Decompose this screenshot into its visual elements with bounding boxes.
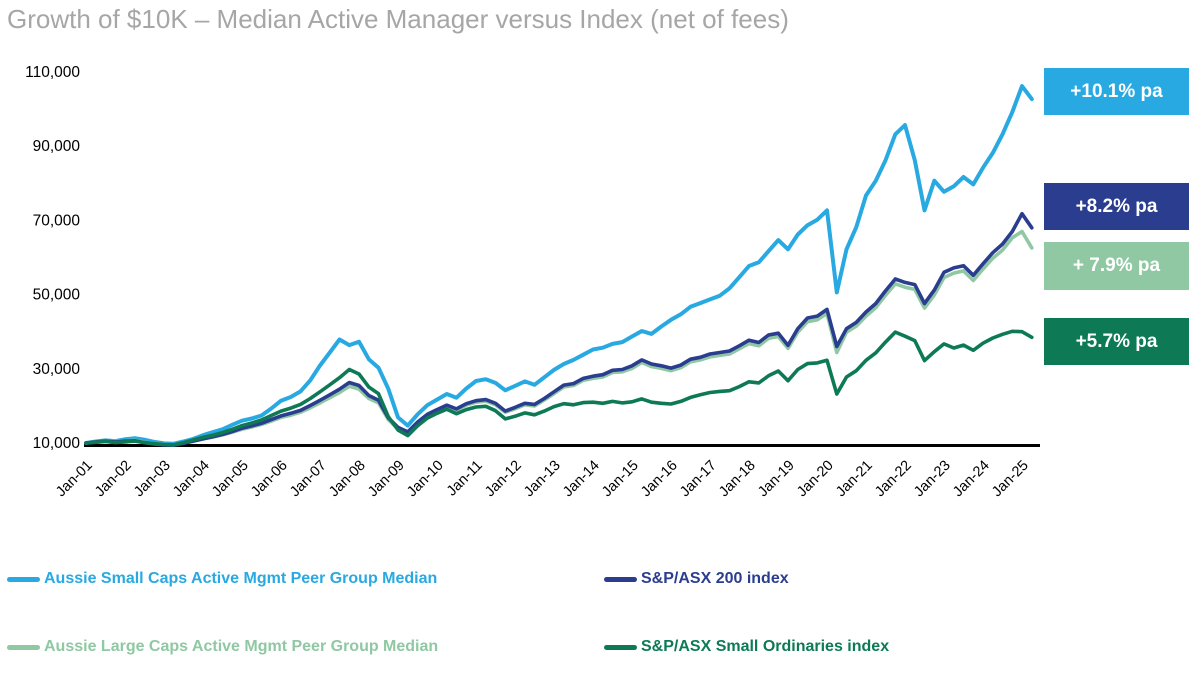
x-axis-tick-label: Jan-03 (131, 458, 174, 501)
annotation-badge-large-caps-median: + 7.9% pa (1044, 242, 1189, 290)
x-axis-tick-label: Jan-24 (950, 458, 993, 501)
legend-label: S&P/ASX Small Ordinaries index (641, 638, 890, 655)
y-axis-tick-label: 10,000 (33, 435, 81, 452)
x-axis-tick-label: Jan-12 (482, 458, 525, 501)
legend-item-small-ords: S&P/ASX Small Ordinaries index (604, 637, 889, 657)
legend-line-marker-icon (604, 644, 637, 650)
legend-item-small-caps-median: Aussie Small Caps Active Mgmt Peer Group… (7, 569, 437, 589)
series-line-small-ords (84, 329, 1034, 447)
series-line-small-caps-median (84, 84, 1034, 446)
legend-label: Aussie Small Caps Active Mgmt Peer Group… (44, 570, 438, 587)
x-axis-tick-label: Jan-02 (92, 458, 135, 501)
y-axis-tick-label: 110,000 (25, 64, 80, 81)
x-axis-tick-label: Jan-25 (989, 458, 1032, 501)
x-axis-tick-label: Jan-06 (248, 458, 291, 501)
legend-line-marker-icon (7, 644, 40, 650)
legend-label: S&P/ASX 200 index (641, 570, 789, 587)
x-axis-tick-label: Jan-13 (521, 458, 564, 501)
annotation-badge-small-caps-median: +10.1% pa (1044, 68, 1189, 115)
x-axis-tick-label: Jan-20 (794, 458, 837, 501)
x-axis-tick-label: Jan-04 (170, 458, 213, 501)
x-axis-tick-label: Jan-21 (833, 458, 876, 501)
y-axis-tick-label: 30,000 (33, 361, 81, 378)
series-line-asx200 (84, 211, 1034, 448)
line-chart-plot: 10,000 30,000 50,000 70,000 90,000 110,000 Jan… (25, 64, 1040, 501)
legend-item-large-caps-median: Aussie Large Caps Active Mgmt Peer Group… (7, 637, 438, 657)
x-axis-tick-label: Jan-10 (404, 458, 447, 501)
x-axis-tick-label: Jan-08 (326, 458, 369, 501)
y-axis-tick-label: 90,000 (33, 138, 81, 155)
y-axis-tick-label: 50,000 (33, 287, 81, 304)
x-axis-tick-label: Jan-22 (872, 458, 915, 501)
x-axis-tick-label: Jan-11 (444, 458, 486, 500)
legend-line-marker-icon (604, 576, 637, 582)
x-axis-tick-label: Jan-16 (638, 458, 681, 501)
chart-title: Growth of $10K – Median Active Manager v… (7, 4, 789, 34)
legend-item-asx200: S&P/ASX 200 index (604, 569, 789, 589)
x-axis-tick-label: Jan-17 (677, 458, 720, 501)
y-axis-tick-label: 70,000 (33, 212, 81, 229)
x-axis-tick-label: Jan-07 (287, 458, 330, 501)
annotation-badge-asx200: +8.2% pa (1044, 183, 1189, 230)
x-axis-tick-label: Jan-01 (53, 458, 96, 501)
annotation-badge-small-ords: +5.7% pa (1044, 318, 1189, 365)
x-axis-tick-label: Jan-14 (560, 458, 603, 501)
legend-label: Aussie Large Caps Active Mgmt Peer Group… (44, 638, 439, 655)
x-axis-tick-label: Jan-09 (365, 458, 408, 501)
x-axis-tick-label: Jan-05 (209, 458, 252, 501)
x-axis-tick-label: Jan-19 (755, 458, 798, 501)
x-axis-tick-label: Jan-18 (716, 458, 759, 501)
legend-line-marker-icon (7, 576, 40, 582)
x-axis-tick-label: Jan-23 (911, 458, 954, 501)
x-axis-tick-label: Jan-15 (599, 458, 642, 501)
